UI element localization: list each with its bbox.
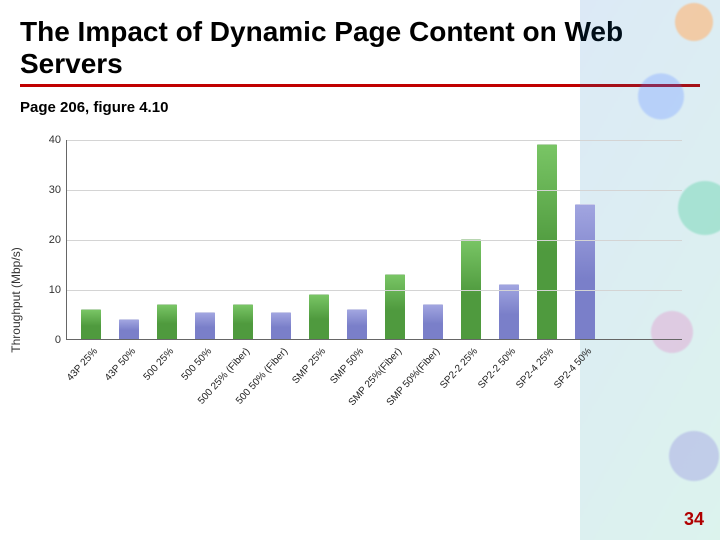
x-axis-labels: 43P 25%43P 50%500 25%500 50%500 25% (Fib… bbox=[66, 346, 682, 456]
x-tick-label: 43P 50% bbox=[103, 346, 138, 383]
page-number: 34 bbox=[684, 509, 704, 530]
x-tick-label: SMP 25% bbox=[290, 346, 328, 386]
slide-title: The Impact of Dynamic Page Content on We… bbox=[20, 16, 700, 80]
bar bbox=[81, 309, 101, 339]
bar bbox=[575, 204, 595, 339]
gridline bbox=[67, 190, 682, 191]
x-tick-label: 500 50% bbox=[180, 346, 215, 383]
x-tick-label: SMP 50% bbox=[328, 346, 366, 386]
bar bbox=[233, 304, 253, 339]
bar bbox=[347, 309, 367, 339]
bar bbox=[499, 284, 519, 339]
x-tick-label: SP2-2 25% bbox=[438, 346, 480, 391]
bar bbox=[157, 304, 177, 339]
bar bbox=[195, 312, 215, 340]
x-tick-label: 500 25% bbox=[142, 346, 177, 383]
gridline bbox=[67, 140, 682, 141]
bar bbox=[461, 239, 481, 339]
x-tick-label: SP2-4 50% bbox=[552, 346, 594, 391]
bar bbox=[309, 294, 329, 339]
plot-area: 010203040 bbox=[66, 140, 682, 340]
title-rule bbox=[20, 84, 700, 87]
y-tick: 40 bbox=[49, 134, 67, 146]
gridline bbox=[67, 240, 682, 241]
bar bbox=[423, 304, 443, 339]
bar bbox=[385, 274, 405, 339]
y-axis-label: Throughput (Mbp/s) bbox=[9, 247, 23, 352]
x-tick-label: SP2-4 25% bbox=[514, 346, 556, 391]
y-tick: 0 bbox=[55, 334, 67, 346]
bar bbox=[537, 144, 557, 339]
y-tick: 10 bbox=[49, 284, 67, 296]
gridline bbox=[67, 290, 682, 291]
x-tick-label: 43P 25% bbox=[65, 346, 100, 383]
title-block: The Impact of Dynamic Page Content on We… bbox=[0, 0, 720, 93]
y-tick: 20 bbox=[49, 234, 67, 246]
x-tick-label: SP2-2 50% bbox=[476, 346, 518, 391]
y-tick: 30 bbox=[49, 184, 67, 196]
throughput-chart: Throughput (Mbp/s) 010203040 43P 25%43P … bbox=[22, 140, 682, 460]
bar bbox=[119, 319, 139, 339]
bar bbox=[271, 312, 291, 340]
slide-subtitle: Page 206, figure 4.10 bbox=[0, 93, 720, 116]
